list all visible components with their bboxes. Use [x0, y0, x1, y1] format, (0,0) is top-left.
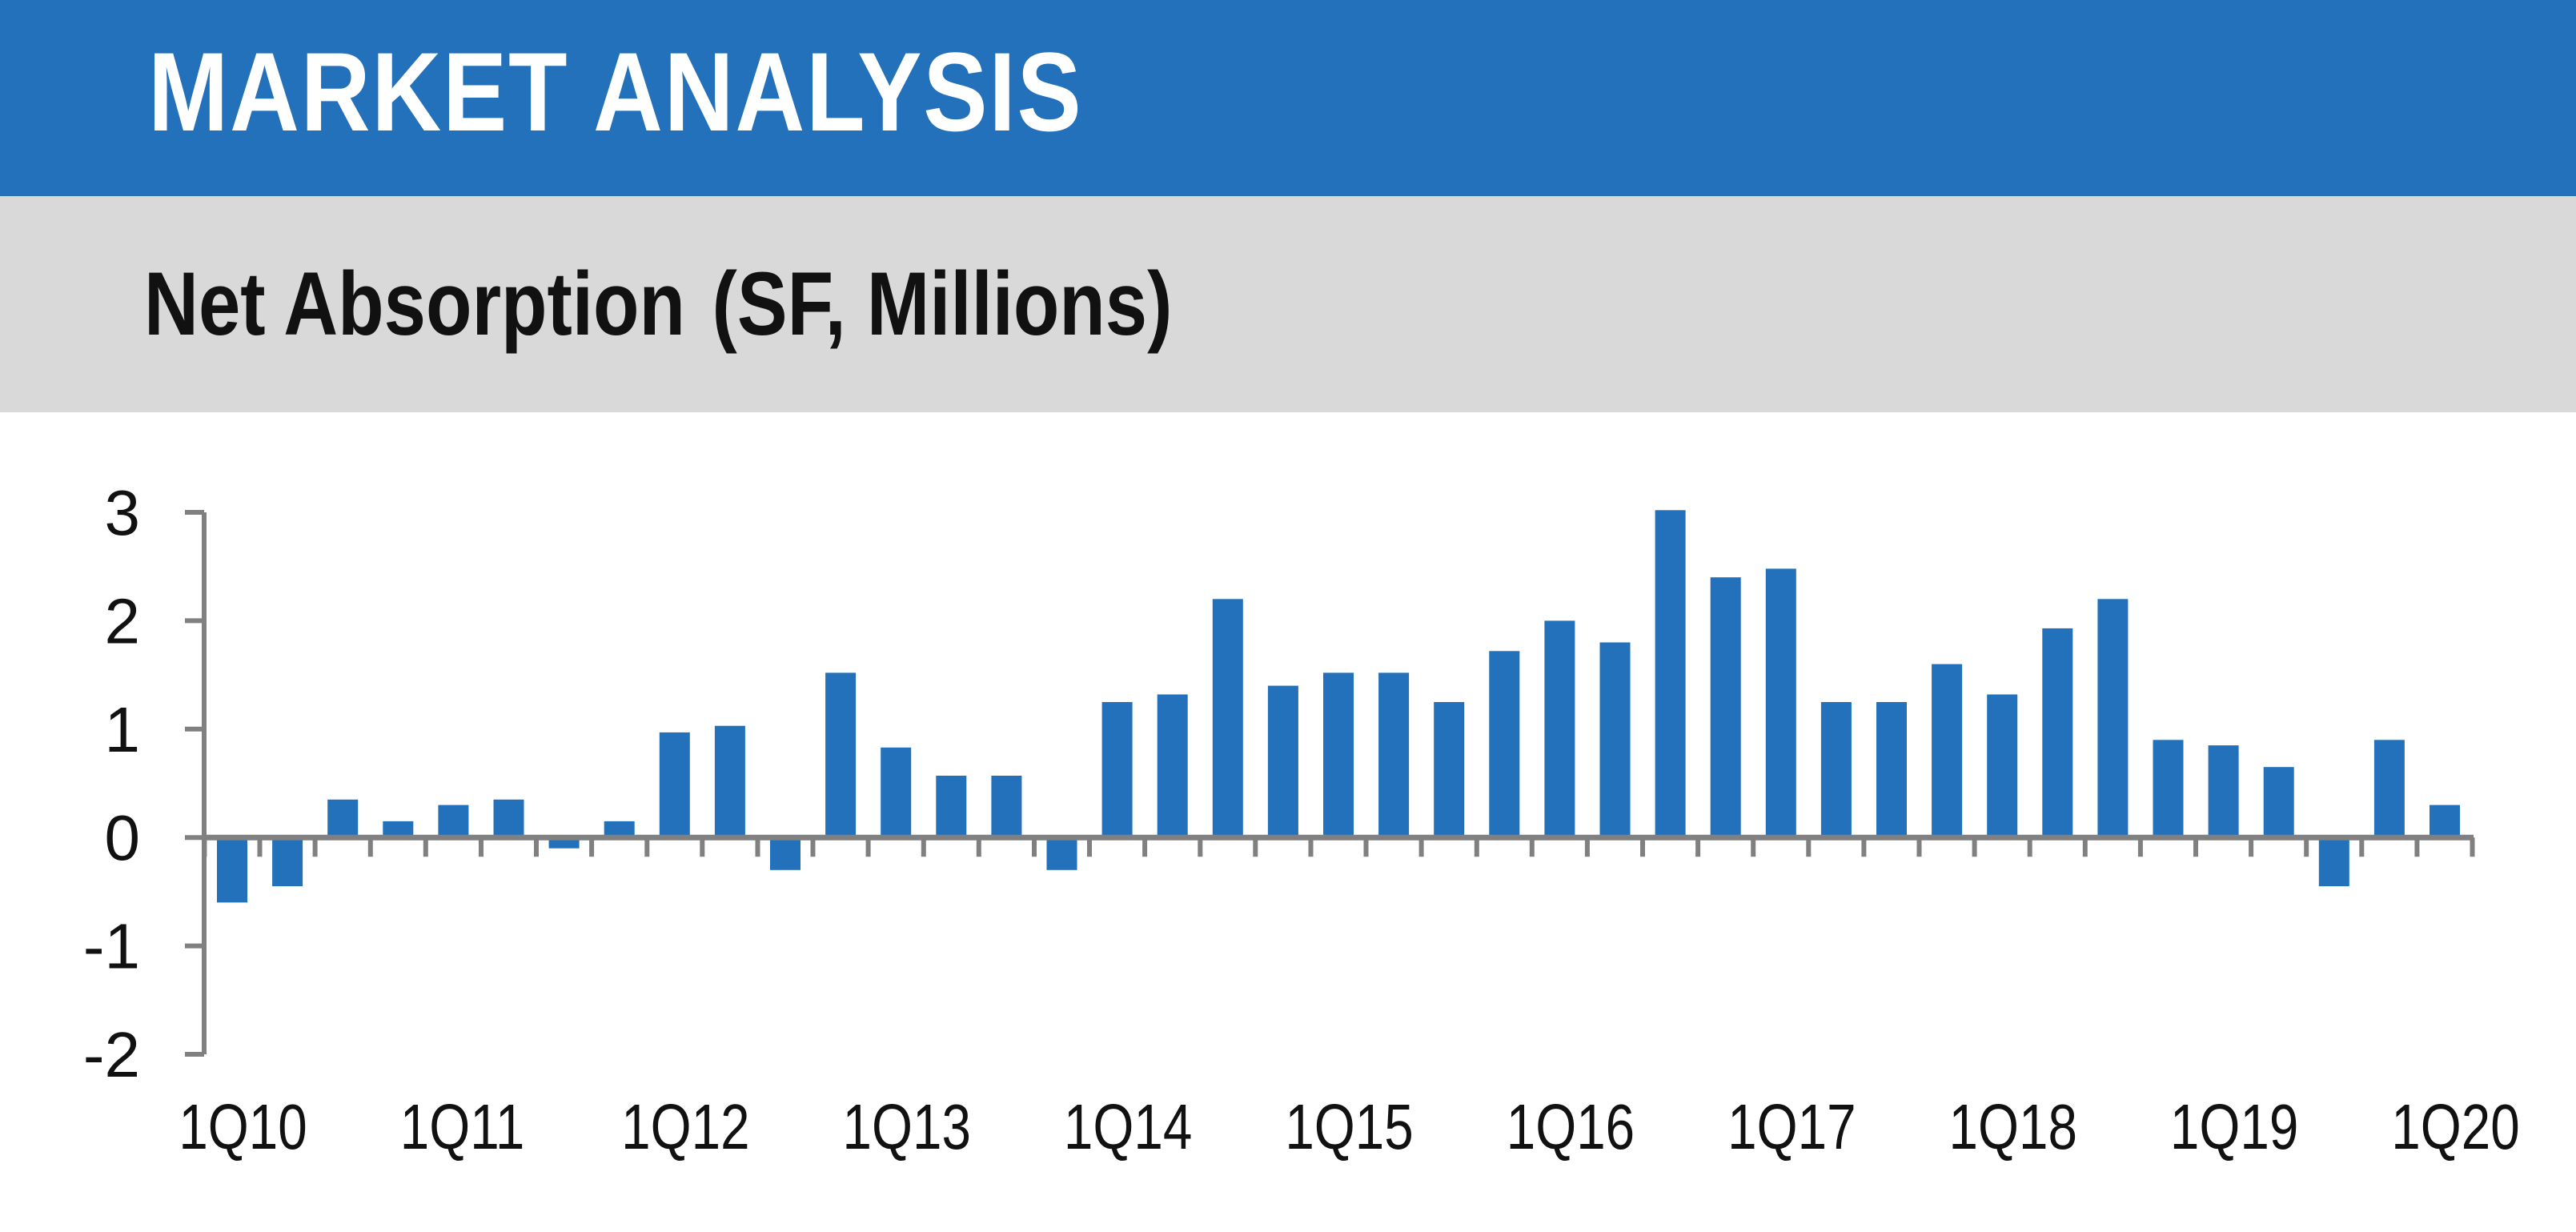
- bar-1Q16: [1544, 620, 1575, 838]
- bar-3Q12: [770, 837, 800, 870]
- y-tick-label: 2: [105, 585, 141, 656]
- bar-1Q20: [2430, 805, 2460, 838]
- bar-1Q19: [2208, 745, 2239, 838]
- chart-title-band: [0, 196, 2576, 412]
- bar-2Q15: [1378, 672, 1410, 838]
- bar-3Q10: [327, 799, 359, 838]
- bar-3Q18: [2097, 599, 2129, 838]
- bar-4Q17: [1932, 664, 1963, 838]
- bar-4Q19: [2373, 740, 2405, 838]
- bar-2Q13: [936, 776, 967, 838]
- bar-2Q17: [1820, 702, 1852, 838]
- bar-2Q14: [1157, 694, 1188, 838]
- bar-2Q19: [2263, 767, 2294, 838]
- bar-4Q12: [825, 672, 857, 838]
- bar-4Q11: [604, 821, 635, 838]
- bar-4Q15: [1489, 651, 1520, 838]
- bar-1Q17: [1765, 568, 1796, 838]
- bar-4Q18: [2153, 740, 2184, 838]
- bar-4Q10: [383, 821, 414, 838]
- x-tick-label: 1Q19: [2170, 1091, 2298, 1163]
- bar-1Q11: [438, 805, 469, 838]
- bar-3Q19: [2318, 837, 2349, 887]
- y-tick-label: 0: [105, 802, 141, 873]
- bar-1Q13: [881, 747, 912, 838]
- page-title: MARKET ANALYSIS: [148, 29, 1083, 155]
- x-tick-label: 1Q17: [1727, 1091, 1856, 1163]
- bar-2Q12: [714, 725, 745, 838]
- bar-1Q18: [1987, 694, 2018, 838]
- bar-3Q17: [1876, 702, 1907, 838]
- bar-3Q13: [991, 776, 1022, 838]
- axes-layer: [185, 510, 2475, 1057]
- bar-2Q16: [1599, 642, 1631, 838]
- x-tick-label: 1Q12: [621, 1091, 749, 1163]
- x-tick-labels: 1Q10 1Q11 1Q12 1Q13 1Q14 1Q15 1Q16 1Q17 1Q18 1Q19…: [179, 1091, 2519, 1163]
- x-tick-label: 1Q11: [400, 1091, 525, 1163]
- bar-4Q16: [1710, 577, 1741, 838]
- y-tick-labels: 3 2 1 0 -1 -2: [83, 477, 140, 1090]
- bar-3Q16: [1655, 510, 1686, 838]
- bar-4Q14: [1267, 685, 1298, 838]
- header-band: MARKET ANALYSIS: [0, 0, 2576, 196]
- y-tick-label: 3: [105, 477, 141, 548]
- y-tick-label: -2: [83, 1019, 140, 1090]
- x-tick-label: 1Q14: [1064, 1091, 1192, 1163]
- x-tick-label: 1Q20: [2391, 1091, 2519, 1163]
- chart-title: Net Absorption (SF, Millions): [144, 252, 1172, 356]
- bar-1Q10: [217, 837, 247, 903]
- x-tick-label: 1Q18: [1949, 1091, 2077, 1163]
- x-tick-label: 1Q16: [1507, 1091, 1635, 1163]
- y-tick-label: 1: [105, 694, 141, 765]
- x-tick-label: 1Q13: [843, 1091, 971, 1163]
- bar-1Q14: [1101, 702, 1133, 838]
- bar-2Q10: [272, 837, 303, 887]
- chart-title-unit: (SF, Millions): [712, 254, 1173, 354]
- chart-title-main: Net Absorption: [144, 254, 685, 354]
- x-tick-label: 1Q15: [1285, 1091, 1413, 1163]
- bars-layer: [217, 510, 2460, 903]
- x-tick-label: 1Q10: [179, 1091, 307, 1163]
- bar-3Q15: [1434, 702, 1465, 838]
- bar-1Q15: [1323, 672, 1354, 838]
- bar-4Q13: [1046, 837, 1077, 870]
- bar-2Q11: [493, 799, 524, 838]
- bar-1Q12: [659, 732, 690, 838]
- bar-2Q18: [2042, 628, 2073, 838]
- y-tick-label: -1: [83, 911, 140, 982]
- bar-3Q14: [1212, 599, 1243, 838]
